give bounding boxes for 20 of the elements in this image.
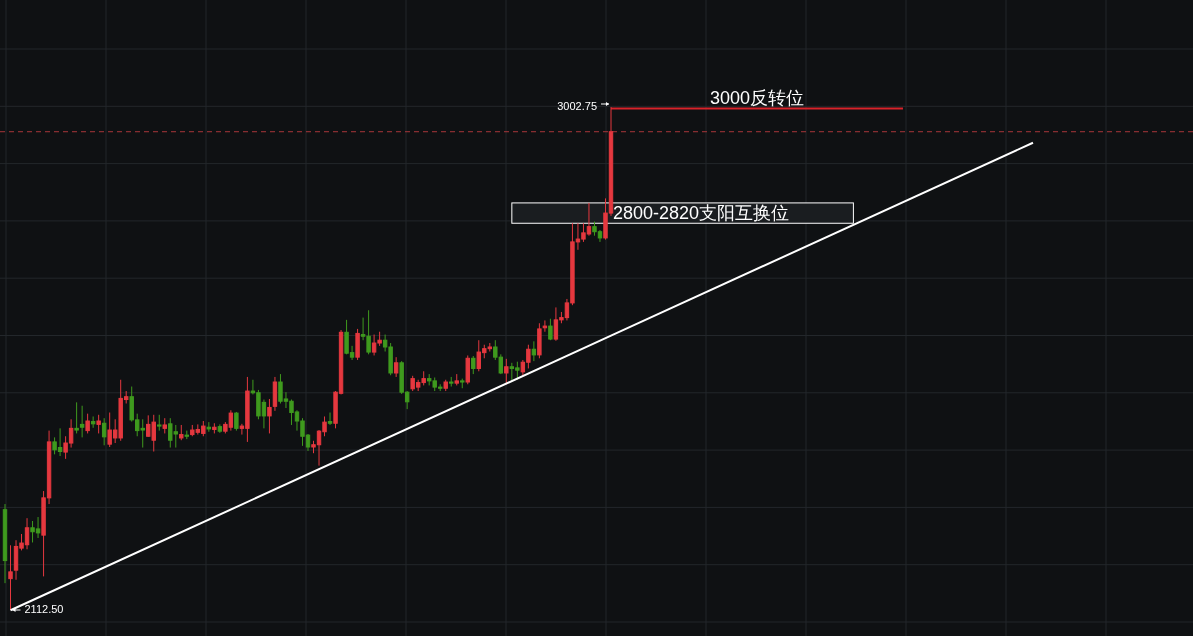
candlestick [96, 414, 101, 434]
annotation: 2112.50 [24, 602, 64, 615]
candlestick [355, 328, 360, 361]
candlestick [531, 340, 537, 362]
candlestick [465, 354, 470, 385]
candlestick [74, 401, 79, 434]
candlestick [327, 412, 333, 426]
candlestick [101, 417, 107, 446]
candlestick [393, 356, 399, 378]
candlestick [8, 544, 13, 611]
candlestick [471, 355, 476, 375]
annotation: 3002.75 [557, 99, 597, 112]
band-label: 2800-2820支阳互换位 [613, 203, 790, 224]
candlestick [85, 413, 90, 434]
candlestick [542, 319, 548, 333]
candlestick [79, 405, 85, 438]
ref-line-label: 3000反转位 [709, 87, 805, 108]
candlestick [504, 358, 509, 385]
candlestick [267, 398, 272, 434]
candlestick [90, 415, 96, 429]
